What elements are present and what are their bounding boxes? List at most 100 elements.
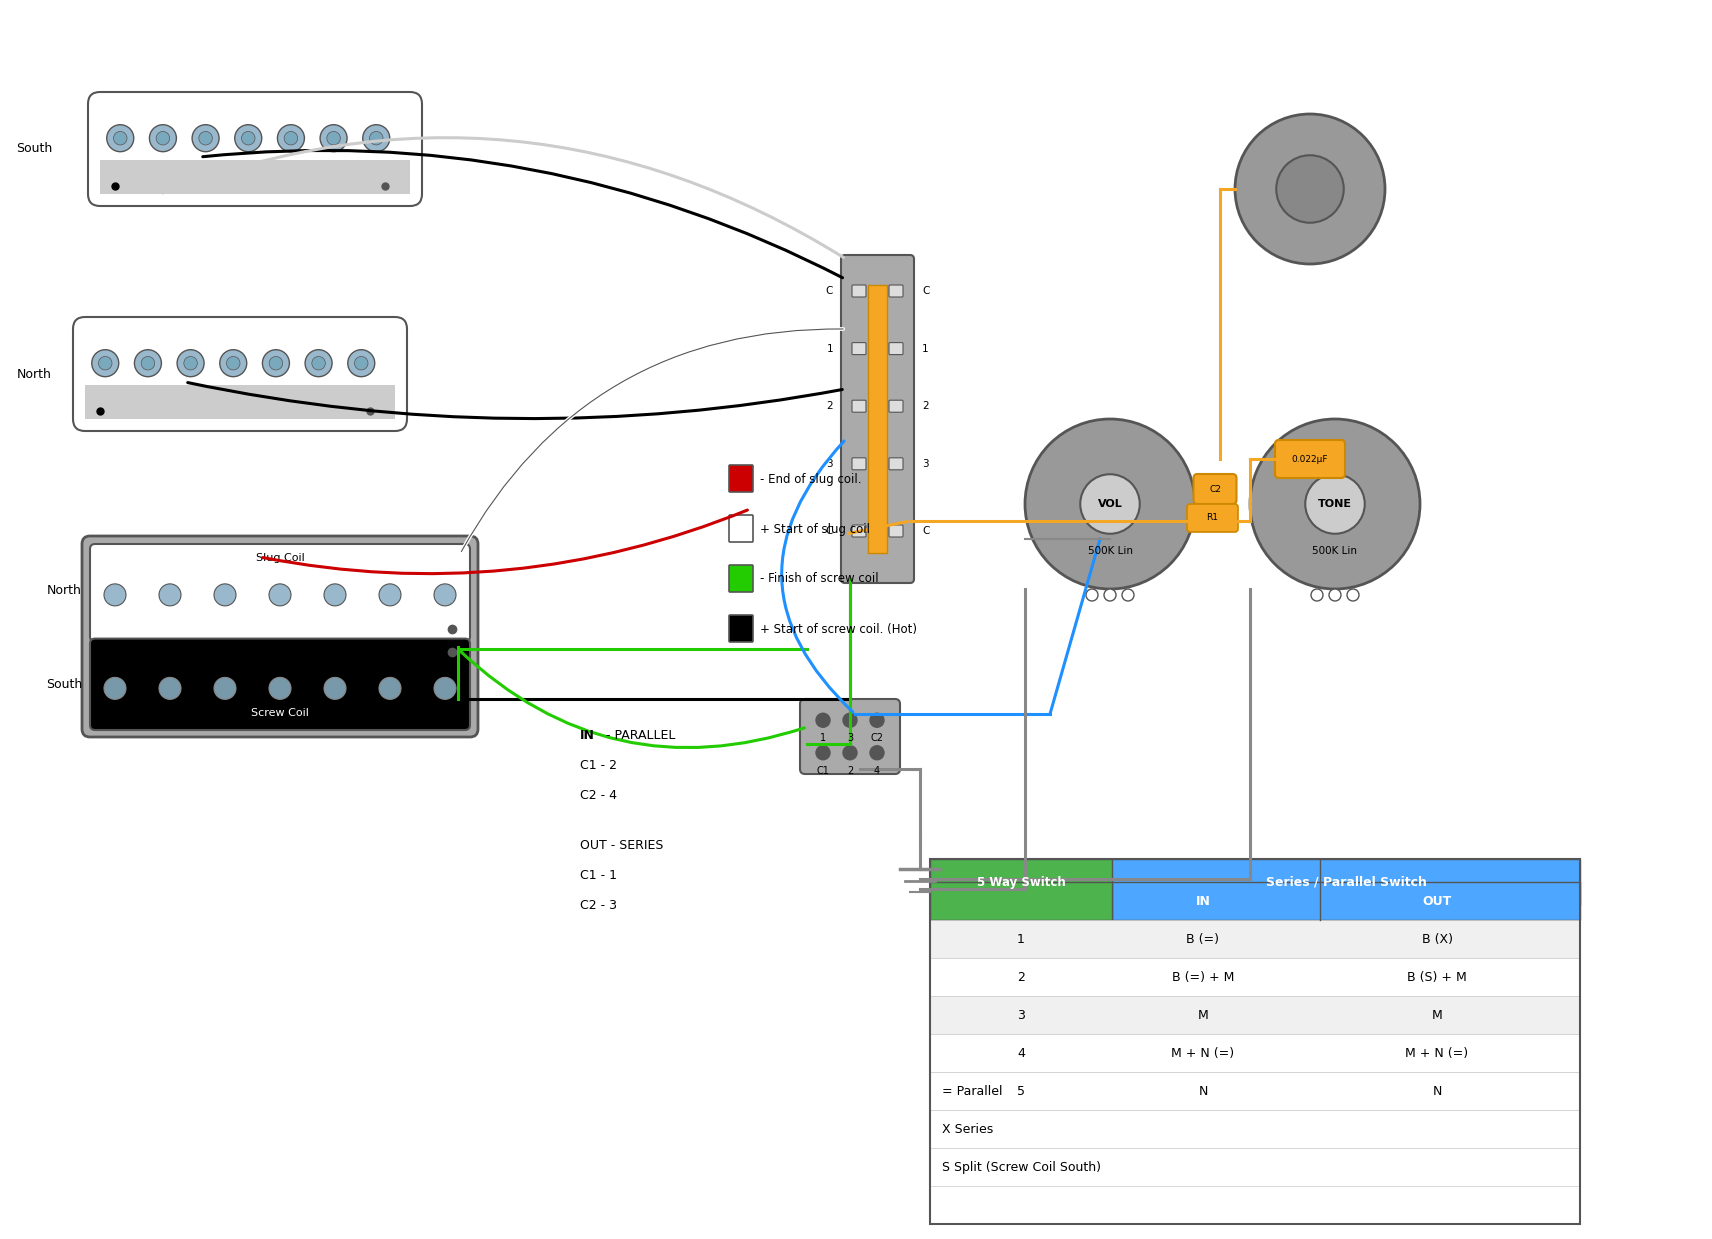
Circle shape (183, 357, 197, 370)
Circle shape (277, 125, 305, 151)
Circle shape (214, 584, 236, 606)
Text: Series / Parallel Switch: Series / Parallel Switch (1265, 876, 1426, 888)
Circle shape (354, 357, 368, 370)
Circle shape (104, 678, 127, 699)
Circle shape (870, 714, 883, 727)
Bar (930, 860, 1113, 904)
Bar (99, 160, 409, 195)
Text: 2: 2 (1017, 970, 1025, 984)
Bar (930, 1149, 1580, 1186)
Text: South: South (46, 678, 82, 691)
Text: 2: 2 (923, 401, 928, 411)
Circle shape (99, 357, 111, 370)
Text: 500K Lin: 500K Lin (1087, 545, 1133, 556)
Text: C1 - 2: C1 - 2 (580, 760, 616, 772)
Text: 3: 3 (1017, 1009, 1025, 1022)
Circle shape (1311, 589, 1323, 601)
Bar (930, 921, 1580, 958)
FancyBboxPatch shape (729, 615, 753, 642)
Text: 2: 2 (827, 401, 834, 411)
Circle shape (269, 357, 282, 370)
Text: IN: IN (580, 729, 594, 742)
Circle shape (1104, 589, 1116, 601)
Circle shape (262, 349, 289, 377)
Text: R1: R1 (1205, 513, 1217, 523)
Text: C: C (923, 527, 930, 536)
Text: 1: 1 (1017, 933, 1025, 945)
Text: + Start of slug coil: + Start of slug coil (760, 523, 870, 535)
Text: 0.022µF: 0.022µF (1293, 455, 1329, 463)
FancyBboxPatch shape (853, 525, 866, 536)
Text: IN: IN (1195, 895, 1210, 908)
FancyBboxPatch shape (729, 465, 753, 492)
Text: M: M (1431, 1009, 1443, 1022)
Text: B (X): B (X) (1421, 933, 1452, 945)
Circle shape (320, 125, 348, 151)
Circle shape (199, 131, 212, 145)
Circle shape (842, 714, 858, 727)
FancyBboxPatch shape (841, 255, 914, 584)
Text: North: North (48, 584, 82, 597)
Circle shape (324, 584, 346, 606)
Circle shape (327, 131, 341, 145)
Text: - End of slug coil.: - End of slug coil. (760, 472, 861, 486)
Text: 2: 2 (847, 766, 853, 776)
Circle shape (817, 746, 830, 760)
Text: N: N (1433, 1084, 1442, 1098)
Circle shape (284, 131, 298, 145)
Text: = Parallel: = Parallel (942, 1084, 1003, 1098)
Circle shape (817, 714, 830, 727)
Text: C1 - 1: C1 - 1 (580, 869, 616, 882)
Circle shape (1025, 419, 1195, 589)
FancyBboxPatch shape (91, 638, 471, 730)
FancyBboxPatch shape (889, 343, 902, 354)
Circle shape (1234, 114, 1385, 264)
Circle shape (348, 349, 375, 377)
Text: 5: 5 (1017, 1084, 1025, 1098)
Text: B (S) + M: B (S) + M (1407, 970, 1467, 984)
Text: C: C (923, 286, 930, 296)
Circle shape (1275, 155, 1344, 223)
Text: VOL: VOL (1097, 499, 1123, 509)
Circle shape (305, 349, 332, 377)
Text: C2 - 4: C2 - 4 (580, 789, 616, 802)
Bar (930, 958, 1580, 996)
Text: 4: 4 (1017, 1047, 1025, 1059)
Text: 3: 3 (847, 733, 853, 743)
FancyBboxPatch shape (729, 565, 753, 592)
Circle shape (435, 678, 455, 699)
Circle shape (176, 349, 204, 377)
Circle shape (226, 357, 240, 370)
Text: North: North (17, 368, 51, 380)
Text: C2 - 3: C2 - 3 (580, 900, 616, 912)
FancyBboxPatch shape (729, 515, 753, 541)
FancyBboxPatch shape (889, 400, 902, 413)
Text: TONE: TONE (1318, 499, 1352, 509)
FancyBboxPatch shape (853, 343, 866, 354)
Bar (930, 1110, 1580, 1149)
Circle shape (1329, 589, 1340, 601)
Text: N: N (1198, 1084, 1207, 1098)
Circle shape (1250, 419, 1419, 589)
Text: South: South (15, 142, 51, 156)
Text: S Split (Screw Coil South): S Split (Screw Coil South) (942, 1161, 1101, 1173)
Text: C1: C1 (817, 766, 829, 776)
Circle shape (156, 131, 169, 145)
Circle shape (92, 349, 118, 377)
FancyBboxPatch shape (1275, 440, 1346, 478)
FancyBboxPatch shape (853, 400, 866, 413)
Circle shape (269, 678, 291, 699)
Circle shape (842, 746, 858, 760)
Circle shape (378, 678, 401, 699)
Text: M: M (1198, 1009, 1209, 1022)
Text: M + N (=): M + N (=) (1406, 1047, 1469, 1059)
Circle shape (149, 125, 176, 151)
Text: 5 Way Switch: 5 Way Switch (976, 876, 1065, 888)
Text: C: C (825, 527, 834, 536)
Text: OUT: OUT (1423, 895, 1452, 908)
Circle shape (159, 678, 181, 699)
FancyBboxPatch shape (91, 544, 471, 642)
Text: B (=): B (=) (1186, 933, 1219, 945)
Circle shape (870, 746, 883, 760)
Text: M + N (=): M + N (=) (1171, 1047, 1234, 1059)
